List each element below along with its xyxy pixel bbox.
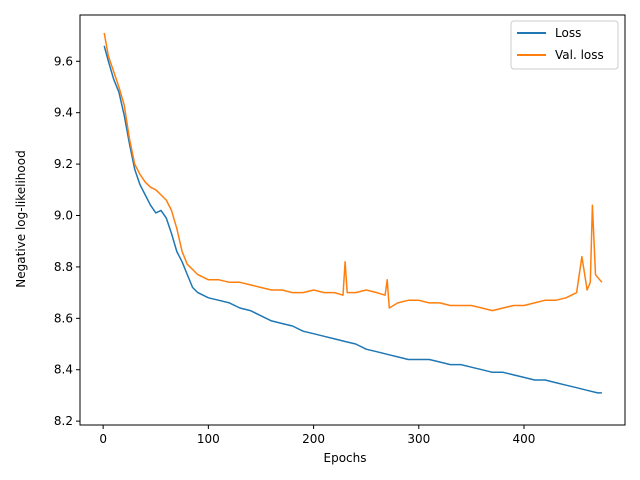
y-tick-label: 9.2 <box>54 157 73 171</box>
y-tick-label: 9.6 <box>54 54 73 68</box>
legend-label-val-loss: Val. loss <box>555 48 604 62</box>
x-tick-label: 200 <box>302 432 325 446</box>
x-axis: 0 100 200 300 400 <box>99 425 535 446</box>
x-tick-label: 400 <box>513 432 536 446</box>
y-axis: 8.2 8.4 8.6 8.8 9.0 9.2 9.4 9.6 <box>54 54 80 428</box>
series-line-loss <box>103 45 602 394</box>
y-tick-label: 9.0 <box>54 209 73 223</box>
y-tick-label: 8.4 <box>54 363 73 377</box>
y-tick-label: 8.8 <box>54 260 73 274</box>
x-axis-label: Epochs <box>324 451 367 465</box>
y-tick-label: 8.2 <box>54 414 73 428</box>
y-axis-label: Negative log-likelihood <box>14 150 28 287</box>
y-tick-label: 9.4 <box>54 106 73 120</box>
legend-label-loss: Loss <box>555 26 581 40</box>
plot-frame <box>79 14 626 426</box>
series-line-val-loss <box>103 32 603 312</box>
series-layer <box>103 32 603 394</box>
x-tick-label: 300 <box>407 432 430 446</box>
x-tick-label: 100 <box>197 432 220 446</box>
y-tick-label: 8.6 <box>54 311 73 325</box>
x-tick-label: 0 <box>99 432 107 446</box>
legend: Loss Val. loss <box>510 20 619 70</box>
